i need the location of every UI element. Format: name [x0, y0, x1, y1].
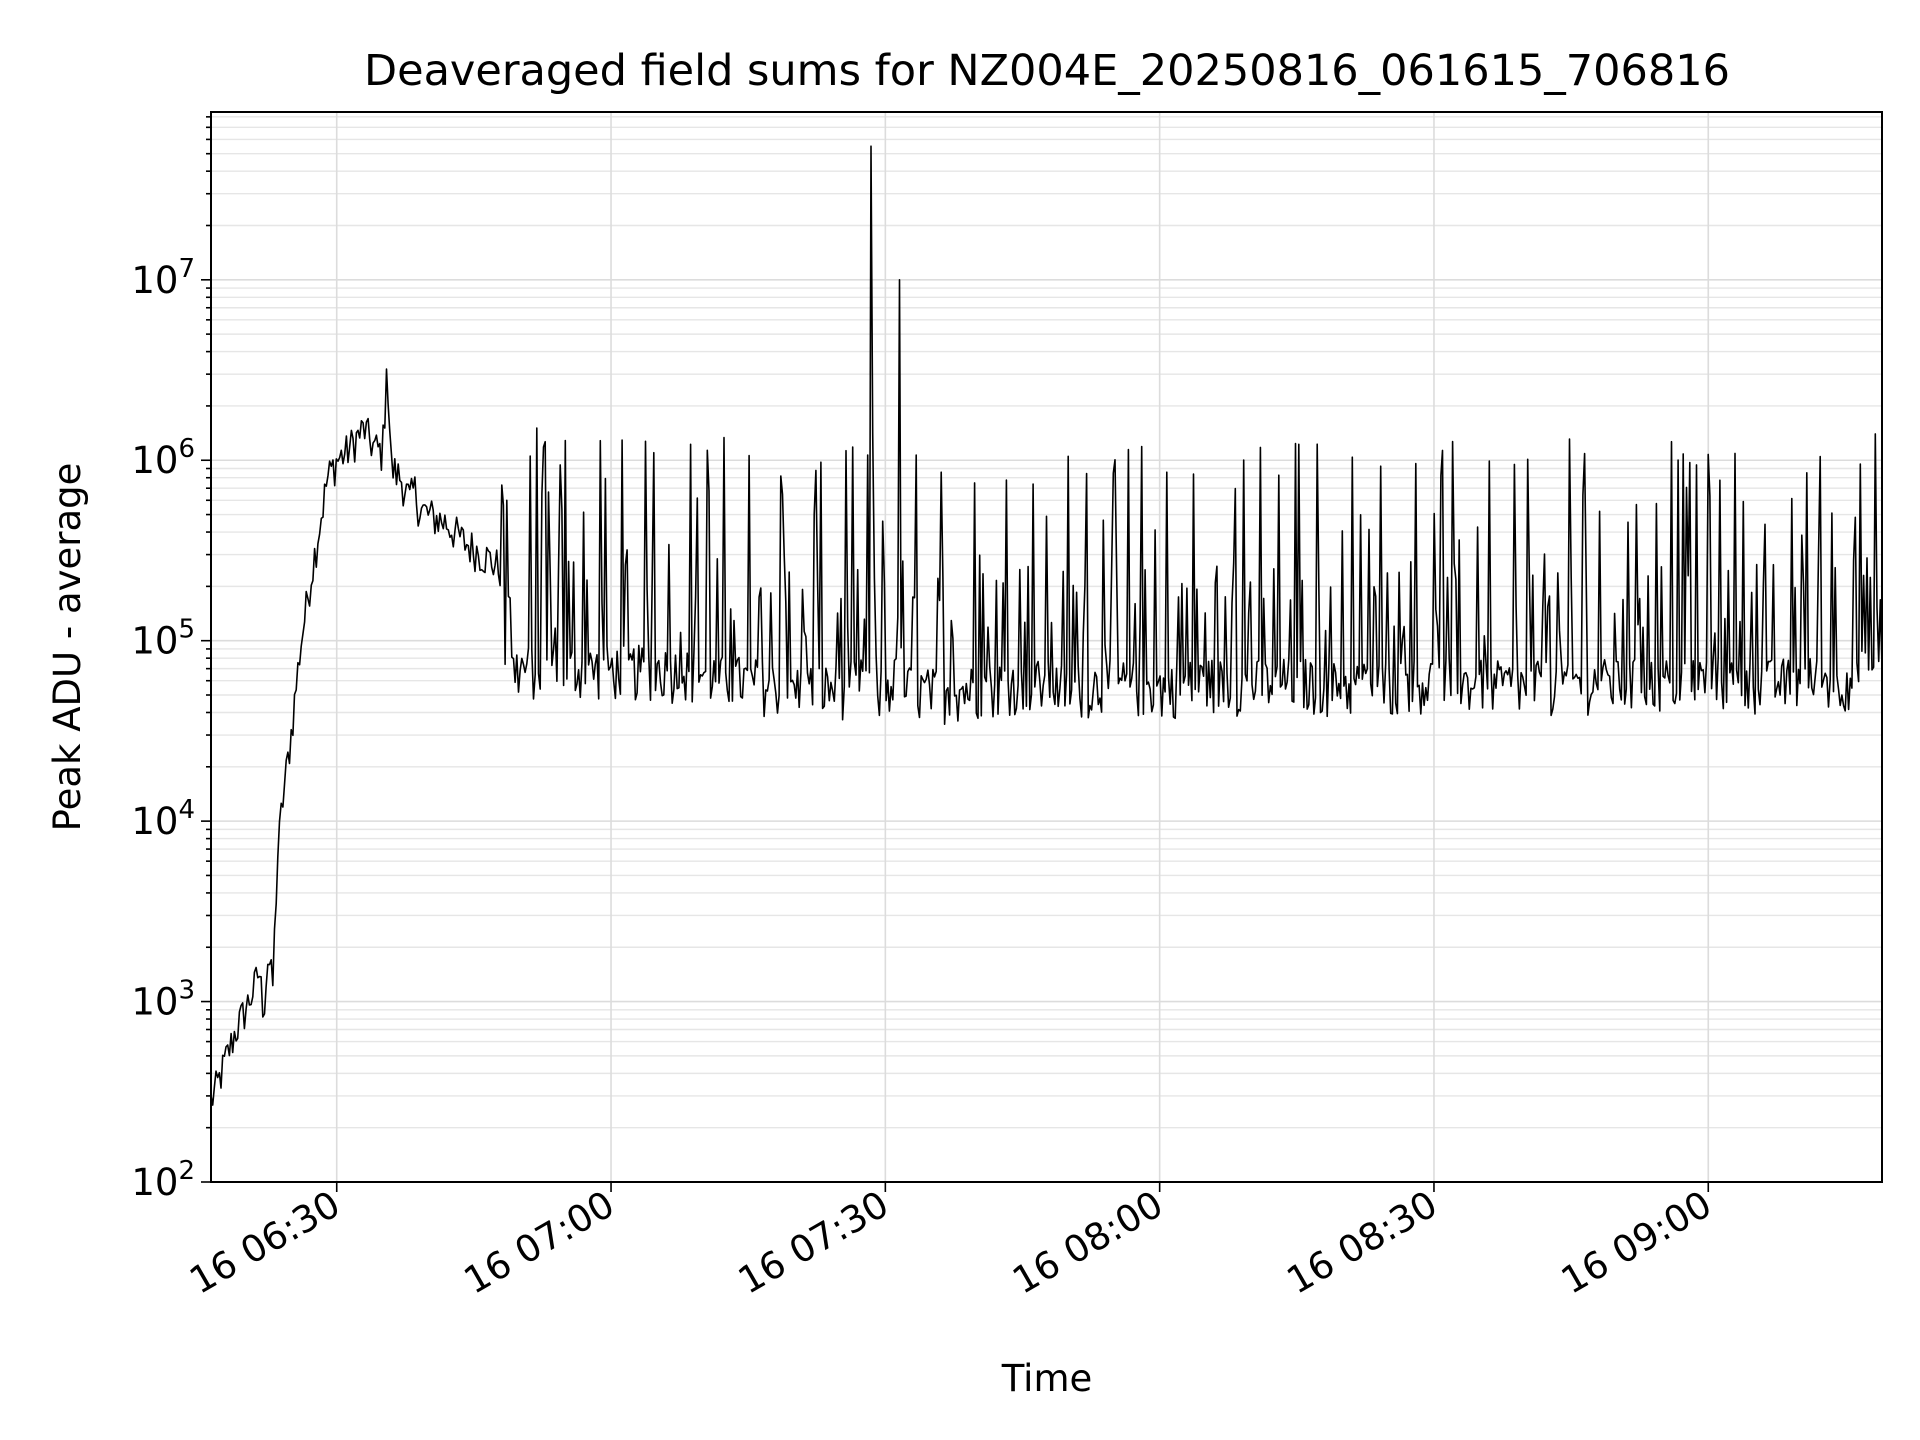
x-axis: 16 06:30 16 07:00 16 07:30 16 08:00 16 08:30… — [182, 1182, 1719, 1303]
chart-title: Deaveraged field sums for NZ004E_2025081… — [364, 46, 1730, 96]
x-tick-label: 16 08:30 — [1280, 1183, 1445, 1303]
y-tick-label: 103 — [131, 976, 195, 1024]
y-tick-label: 107 — [131, 254, 195, 302]
y-axis: 102 103 104 105 106 107 — [131, 116, 211, 1204]
x-tick-label: 16 09:00 — [1554, 1183, 1719, 1303]
grid-lines — [211, 112, 1882, 1183]
series-line — [210, 145, 1883, 1106]
y-tick-label: 104 — [131, 795, 195, 843]
y-tick-label: 102 — [131, 1156, 195, 1204]
x-tick-label: 16 07:30 — [731, 1183, 896, 1303]
x-tick-label: 16 08:00 — [1005, 1183, 1170, 1303]
plot-frame — [210, 111, 1883, 1183]
x-tick-label: 16 06:30 — [182, 1183, 347, 1303]
y-tick-label: 105 — [131, 615, 195, 663]
x-axis-label: Time — [1001, 1357, 1093, 1400]
x-tick-label: 16 07:00 — [457, 1183, 622, 1303]
y-tick-label: 106 — [131, 434, 195, 482]
y-axis-label: Peak ADU - average — [46, 463, 89, 832]
